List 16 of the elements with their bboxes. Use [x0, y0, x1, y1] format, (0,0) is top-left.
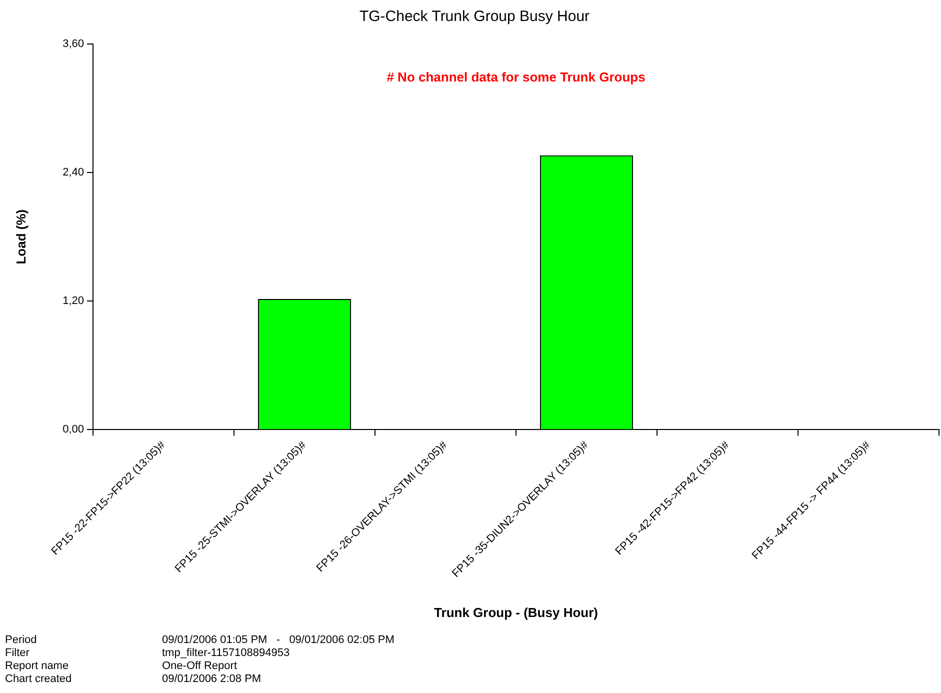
text: 09/01/2006 2:08 PM [162, 673, 262, 686]
text: Period [5, 634, 38, 647]
y-tick-label: 1,20 [62, 295, 84, 308]
annotation: # No channel data for some Trunk Groups [386, 70, 646, 85]
text: 09/01/2006 01:05 PM - 09/01/2006 02:05 PM [162, 634, 394, 647]
text: tmp_filter-1157108894953 [162, 647, 291, 660]
text: Chart created [5, 673, 73, 686]
text: Report name [5, 660, 70, 673]
y-axis-title: Load (%) [13, 209, 28, 264]
text: Filter [5, 647, 30, 660]
text: One-Off Report [162, 660, 238, 673]
y-tick-label: 2,40 [62, 166, 84, 179]
y-tick-label: 0,00 [62, 424, 84, 436]
x-axis-title: Trunk Group - (Busy Hour) [434, 604, 598, 620]
y-tick-label: 3,60 [62, 38, 84, 50]
chart-title: TG-Check Trunk Group Busy Hour [359, 8, 590, 26]
